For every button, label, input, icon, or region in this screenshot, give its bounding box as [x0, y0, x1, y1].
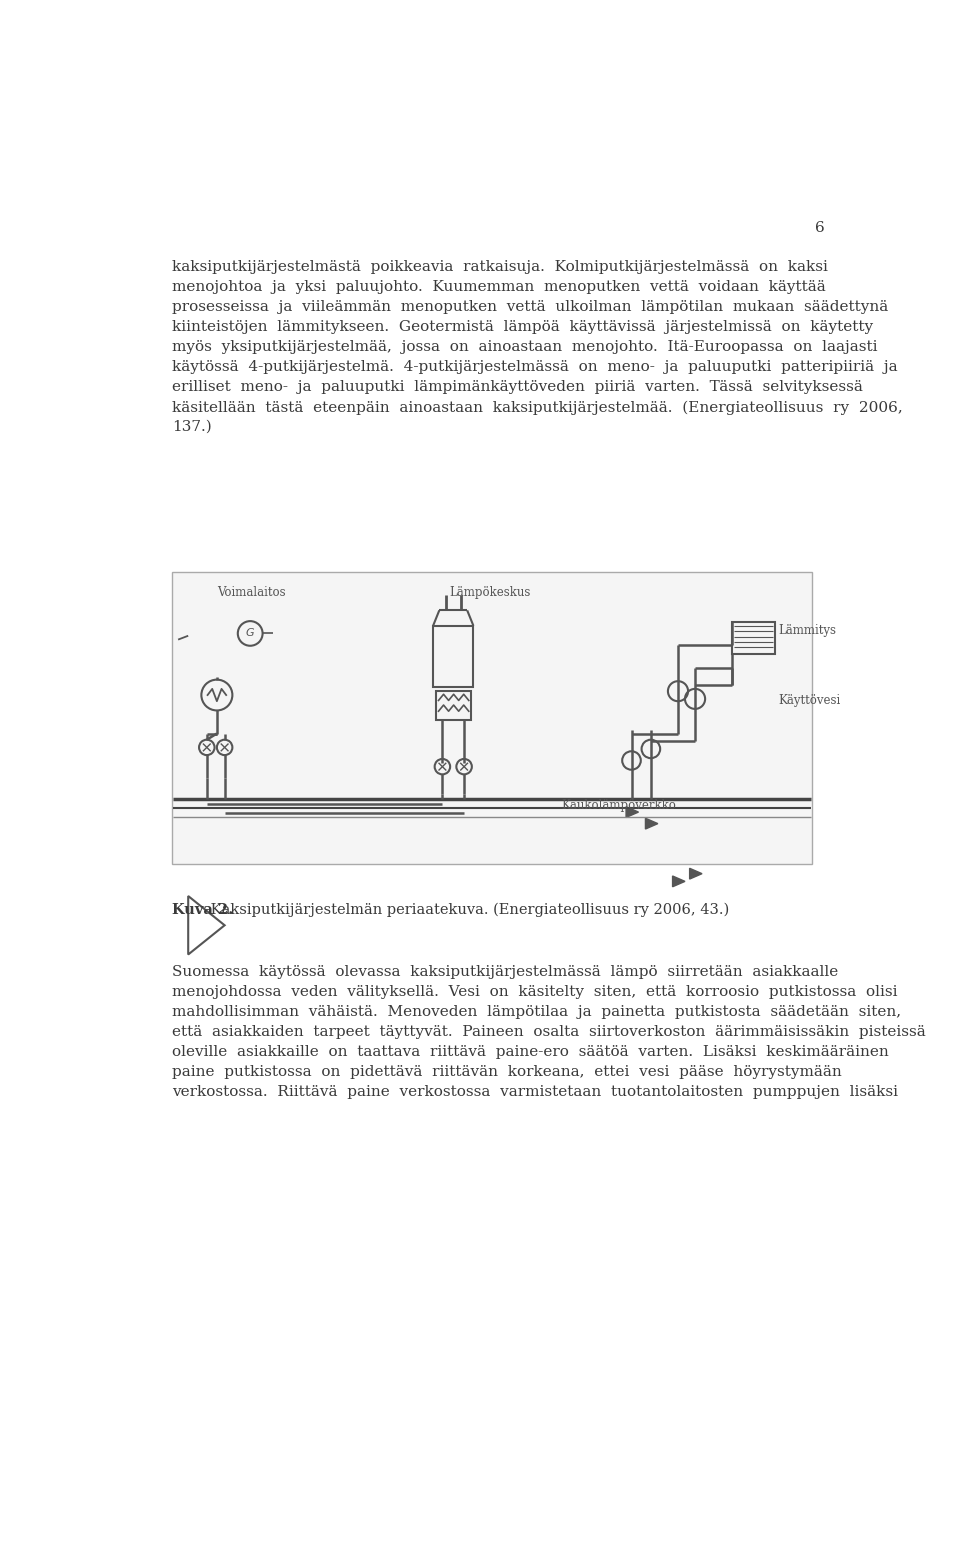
Text: Kaukolämpöverkko: Kaukolämpöverkko	[562, 799, 677, 811]
Polygon shape	[673, 877, 685, 887]
Text: Lämmitys: Lämmitys	[779, 624, 837, 637]
Text: G: G	[246, 629, 254, 638]
Polygon shape	[689, 869, 702, 880]
Text: Kaksiputkijärjestelmän periaatekuva. (Energiateollisuus ry 2006, 43.): Kaksiputkijärjestelmän periaatekuva. (En…	[205, 903, 729, 917]
Bar	[732, 621, 775, 654]
Text: prosesseissa  ja  viileämmän  menoputken  vettä  ulkoilman  lämpötilan  mukaan  : prosesseissa ja viileämmän menoputken ve…	[172, 301, 888, 315]
Bar	[433, 626, 473, 687]
Text: Käyttövesi: Käyttövesi	[779, 694, 841, 707]
Text: 6: 6	[815, 221, 826, 235]
Text: että  asiakkaiden  tarpeet  täyttyvät.  Paineen  osalta  siirtoverkoston  äärimm: että asiakkaiden tarpeet täyttyvät. Pain…	[172, 1025, 925, 1039]
Text: myös  yksiputkijärjestelmää,  jossa  on  ainoastaan  menojohto.  Itä-Euroopassa : myös yksiputkijärjestelmää, jossa on ain…	[172, 339, 877, 353]
Bar	[436, 691, 471, 721]
Text: Suomessa  käytössä  olevassa  kaksiputkijärjestelmässä  lämpö  siirretään  asiak: Suomessa käytössä olevassa kaksiputkijär…	[172, 964, 838, 978]
Text: 137.): 137.)	[172, 420, 211, 434]
Text: Kuva 2.: Kuva 2.	[172, 903, 233, 917]
Text: paine  putkistossa  on  pidettävä  riittävän  korkeana,  ettei  vesi  pääse  höy: paine putkistossa on pidettävä riittävän…	[172, 1065, 842, 1079]
Text: erilliset  meno-  ja  paluuputki  lämpimänkäyttöveden  piiriä  varten.  Tässä  s: erilliset meno- ja paluuputki lämpimänkä…	[172, 380, 863, 394]
Text: Lämpökeskus: Lämpökeskus	[449, 585, 531, 599]
Text: menojohtoa  ja  yksi  paluujohto.  Kuumemman  menoputken  vettä  voidaan  käyttä: menojohtoa ja yksi paluujohto. Kuumemman…	[172, 280, 826, 294]
Polygon shape	[626, 807, 638, 817]
Text: kaksiputkijärjestelmästä  poikkeavia  ratkaisuja.  Kolmiputkijärjestelmässä  on : kaksiputkijärjestelmästä poikkeavia ratk…	[172, 260, 828, 274]
Text: mahdollisimman  vähäistä.  Menoveden  lämpötilaa  ja  painetta  putkistosta  sää: mahdollisimman vähäistä. Menoveden lämpö…	[172, 1004, 901, 1018]
Text: käytössä  4-putkijärjestelmä.  4-putkijärjestelmässä  on  meno-  ja  paluuputki : käytössä 4-putkijärjestelmä. 4-putkijärj…	[172, 360, 898, 374]
Text: oleville  asiakkaille  on  taattava  riittävä  paine-ero  säätöä  varten.  Lisäk: oleville asiakkaille on taattava riittäv…	[172, 1045, 889, 1059]
Polygon shape	[645, 819, 658, 828]
Text: Voimalaitos: Voimalaitos	[217, 585, 285, 599]
Bar	[172, 571, 812, 864]
Text: menojohdossa  veden  välityksellä.  Vesi  on  käsitelty  siten,  että  korroosio: menojohdossa veden välityksellä. Vesi on…	[172, 984, 898, 998]
Text: verkostossa.  Riittävä  paine  verkostossa  varmistetaan  tuotantolaitosten  pum: verkostossa. Riittävä paine verkostossa …	[172, 1085, 898, 1099]
Text: käsitellään  tästä  eteenpäin  ainoastaan  kaksiputkijärjestelmää.  (Energiateol: käsitellään tästä eteenpäin ainoastaan k…	[172, 400, 902, 414]
Text: kiinteistöjen  lämmitykseen.  Geotermistä  lämpöä  käyttävissä  järjestelmissä  : kiinteistöjen lämmitykseen. Geotermistä …	[172, 321, 873, 335]
